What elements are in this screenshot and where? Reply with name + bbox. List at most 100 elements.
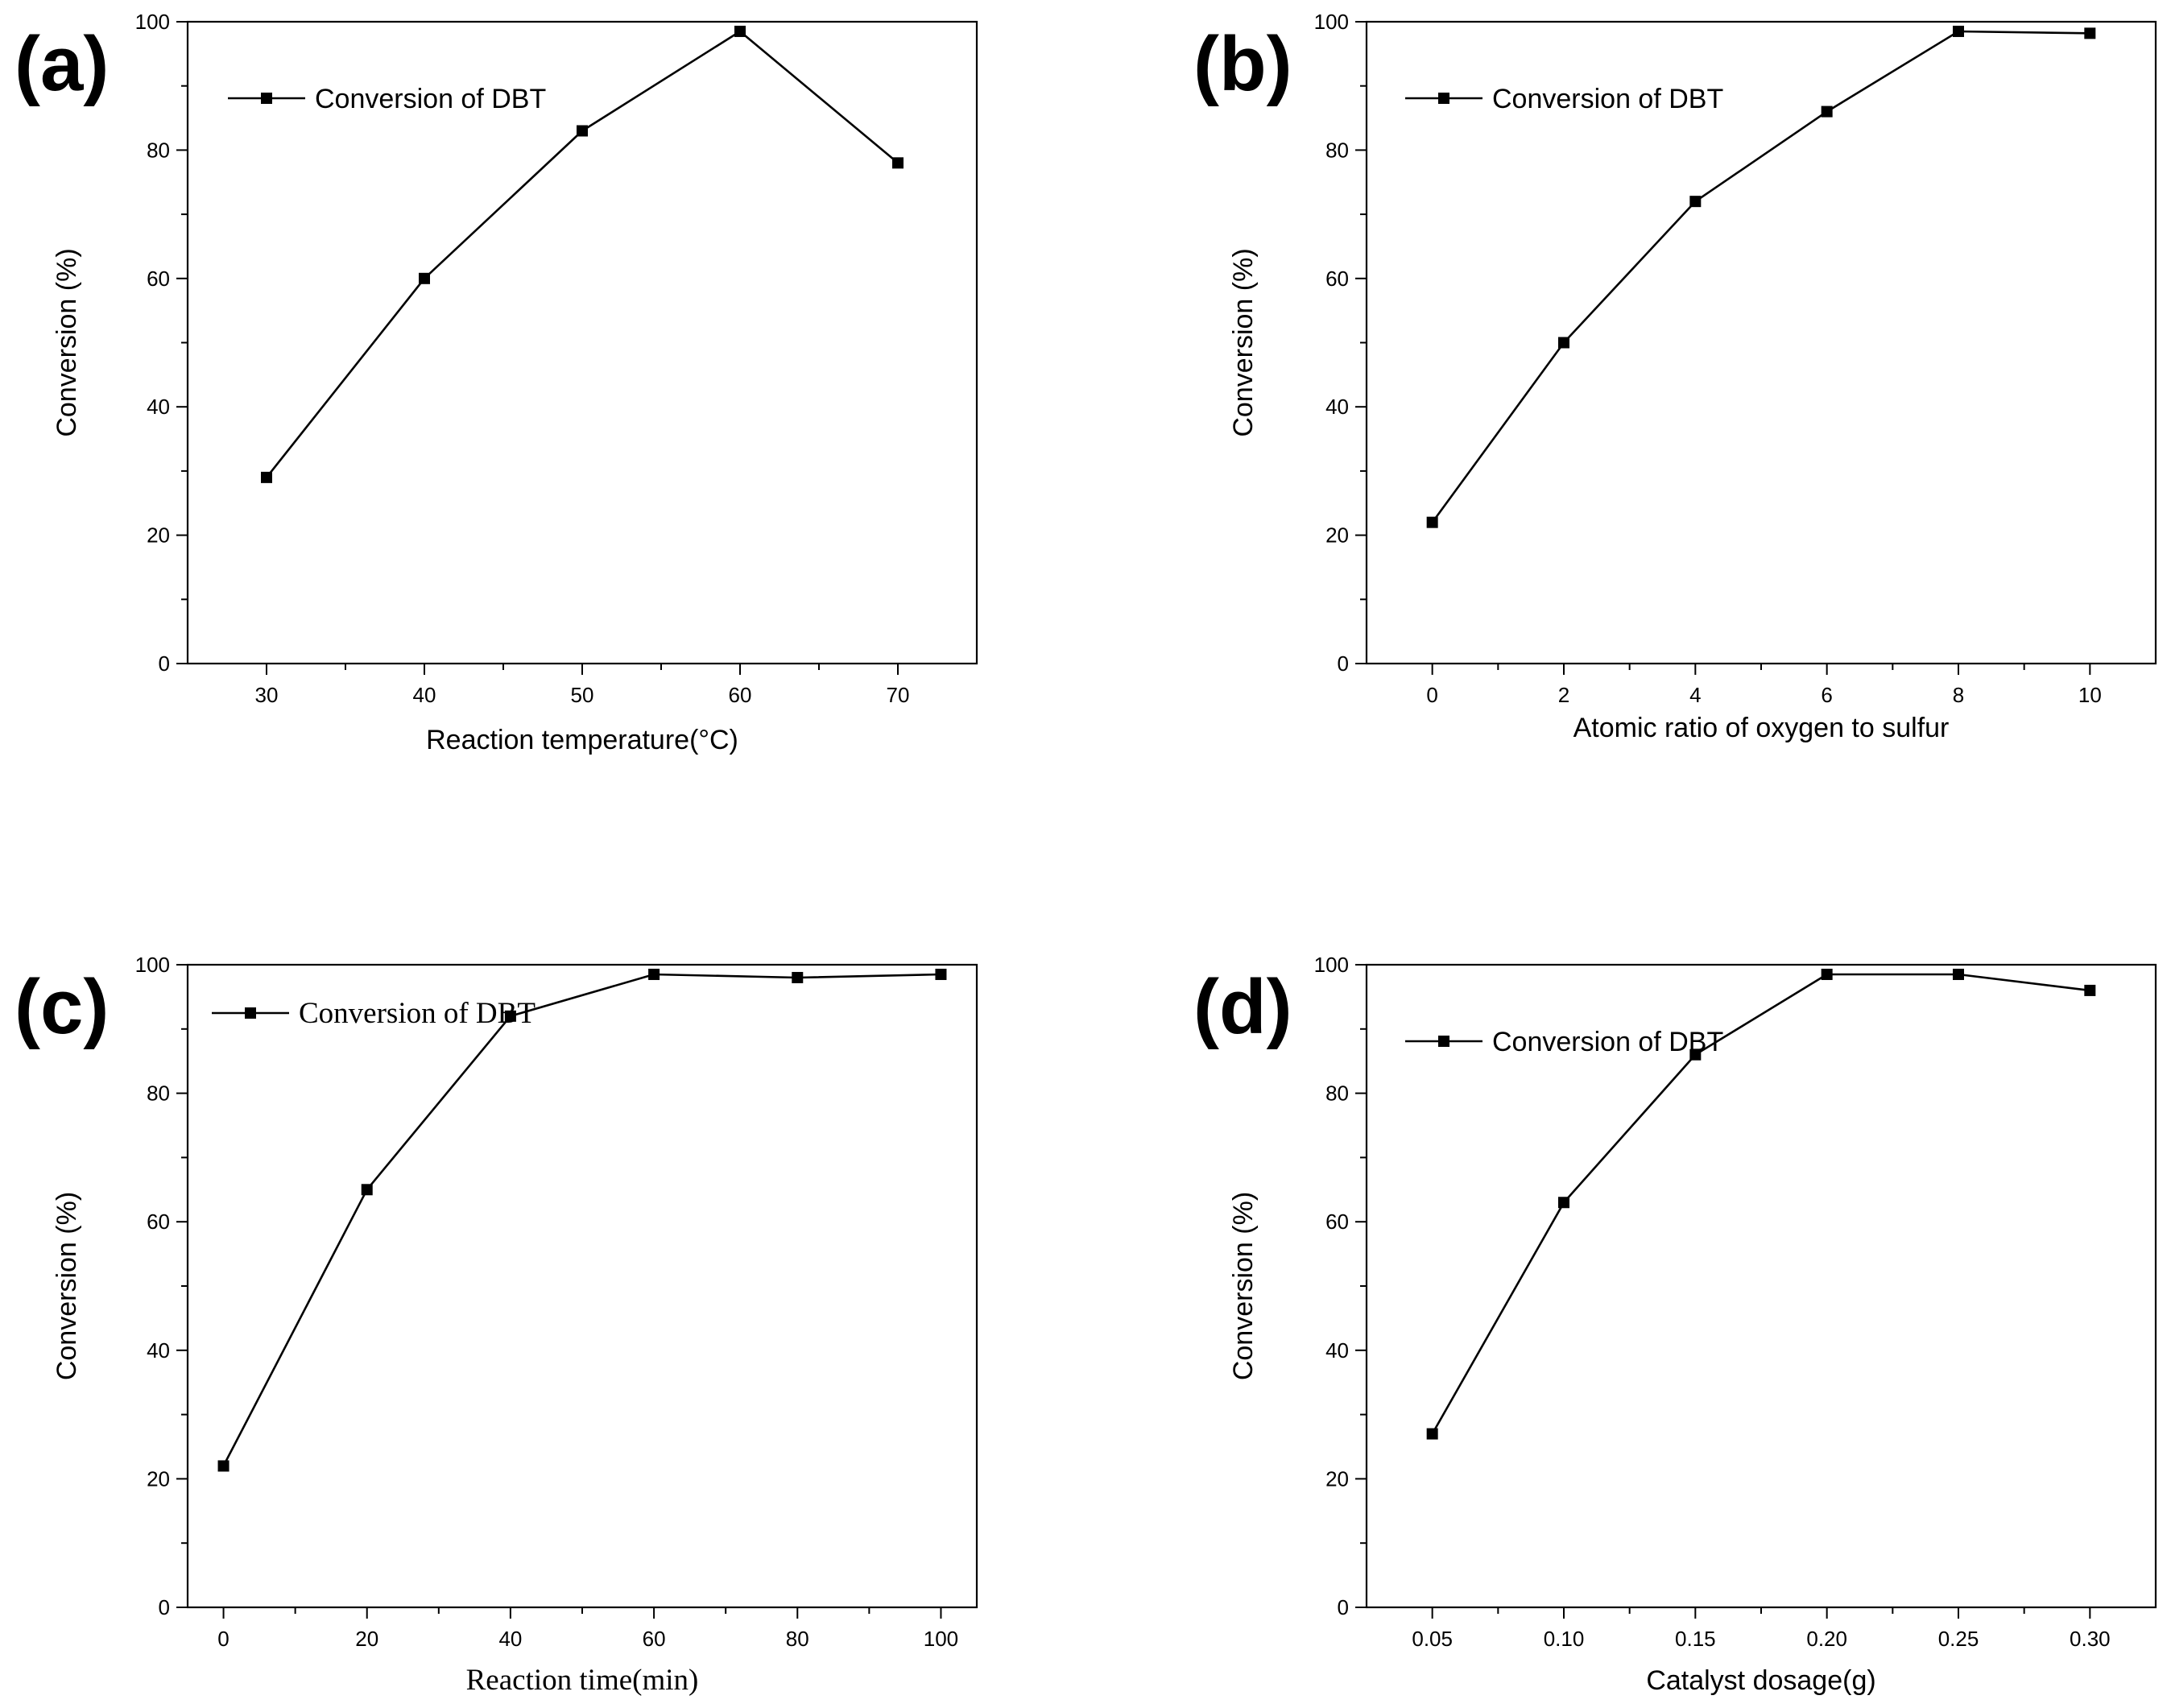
chart-panel-d: (d) 0.05 0.10 0.15 0.20 0.25 0.30 0 20 40 60 80 100 C… [1193, 953, 2157, 1696]
x-axis-title: Reaction temperature(°C) [426, 725, 738, 755]
x-tick-label: 50 [571, 683, 594, 707]
x-tick-label: 6 [1821, 683, 1832, 707]
chart-panel-c: (c) 0 20 40 60 80 100 0 20 40 60 80 100 Reaction time… [14, 953, 978, 1697]
x-axis-title: Catalyst dosage(g) [1646, 1665, 1875, 1696]
data-point [734, 25, 746, 37]
x-tick-label: 0.10 [1544, 1627, 1585, 1651]
x-tick-label: 0.15 [1675, 1627, 1716, 1651]
plot-frame [186, 963, 978, 1609]
legend-label: Conversion of DBT [1492, 84, 1723, 114]
y-tick-label: 20 [147, 1466, 170, 1491]
panel-label: (c) [14, 964, 109, 1050]
data-point [648, 968, 660, 980]
chart-panel-a: (a) 30 40 50 60 70 0 20 40 60 80 100 Reaction temper… [14, 10, 978, 755]
legend-label: Conversion of DBT [1492, 1027, 1723, 1057]
legend-marker-icon [261, 93, 272, 104]
y-tick-label: 0 [159, 651, 170, 676]
y-tick-label: 20 [1325, 1466, 1349, 1491]
y-tick-label: 100 [135, 953, 170, 977]
x-tick-label: 0.25 [1938, 1627, 1979, 1651]
x-tick-label: 2 [1558, 683, 1569, 707]
plot-frame [186, 20, 978, 665]
y-tick-label: 80 [147, 138, 170, 162]
data-point [1426, 1428, 1438, 1440]
data-point [217, 1460, 230, 1472]
x-tick-label: 30 [255, 683, 279, 707]
data-point [1426, 516, 1438, 528]
x-tick-label: 0 [1426, 683, 1437, 707]
data-point [1953, 25, 1964, 37]
legend-marker-icon [245, 1007, 256, 1019]
x-axis-title: Atomic ratio of oxygen to sulfur [1573, 713, 1950, 743]
data-point [504, 1010, 516, 1022]
legend-marker-icon [1438, 1036, 1449, 1047]
y-tick-label: 80 [1325, 1081, 1349, 1106]
x-tick-label: 60 [643, 1627, 666, 1651]
y-tick-label: 20 [147, 523, 170, 548]
x-tick-label: 0 [217, 1627, 229, 1651]
y-axis-title: Conversion (%) [52, 248, 82, 436]
data-point [935, 968, 947, 980]
data-point [1821, 968, 1833, 980]
y-tick-label: 0 [1338, 1595, 1349, 1619]
data-point [1953, 968, 1964, 980]
panel-label: (b) [1193, 21, 1292, 107]
y-axis-title: Conversion (%) [1228, 248, 1259, 436]
legend-label: Conversion of DBT [299, 997, 536, 1030]
x-axis-title: Reaction time(min) [466, 1664, 699, 1697]
data-point [361, 1184, 373, 1196]
y-tick-label: 0 [1338, 651, 1349, 676]
y-tick-label: 60 [1325, 1210, 1349, 1234]
panel-label: (a) [14, 21, 109, 107]
x-tick-label: 100 [924, 1627, 958, 1651]
x-tick-label: 60 [729, 683, 752, 707]
data-point [1821, 105, 1833, 118]
y-tick-label: 40 [1325, 395, 1349, 419]
data-point [419, 272, 430, 284]
series-line [1431, 973, 2090, 1435]
y-axis-title: Conversion (%) [52, 1192, 82, 1380]
data-point [1689, 1048, 1702, 1061]
x-tick-label: 40 [413, 683, 436, 707]
legend: Conversion of DBT [1405, 84, 1723, 114]
x-tick-label: 4 [1689, 683, 1701, 707]
panel-label: (d) [1193, 964, 1292, 1050]
plot-frame [1365, 20, 2157, 665]
data-point [1689, 196, 1702, 208]
x-tick-label: 0.30 [2070, 1627, 2111, 1651]
data-point [892, 157, 904, 169]
y-tick-label: 80 [1325, 138, 1349, 162]
x-tick-label: 0.20 [1806, 1627, 1847, 1651]
y-tick-label: 100 [1314, 10, 1349, 34]
data-point [2084, 27, 2096, 39]
series-line [222, 973, 941, 1466]
data-point [1558, 337, 1569, 349]
data-point [261, 471, 272, 483]
data-point [577, 125, 588, 137]
data-point [792, 971, 804, 983]
y-tick-label: 100 [135, 10, 170, 34]
y-tick-label: 40 [147, 395, 170, 419]
y-tick-label: 60 [147, 1210, 170, 1234]
plot-frame [1365, 963, 2157, 1609]
y-tick-label: 60 [147, 267, 170, 291]
x-tick-label: 70 [887, 683, 910, 707]
y-tick-label: 0 [159, 1595, 170, 1619]
legend: Conversion of DBT [1405, 1027, 1723, 1057]
x-tick-label: 80 [786, 1627, 809, 1651]
legend: Conversion of DBT [228, 84, 546, 114]
y-tick-label: 40 [1325, 1338, 1349, 1363]
x-tick-label: 40 [498, 1627, 522, 1651]
legend-label: Conversion of DBT [315, 84, 546, 114]
data-point [2084, 984, 2096, 996]
y-tick-label: 20 [1325, 523, 1349, 548]
y-tick-label: 100 [1314, 953, 1349, 977]
x-tick-label: 0.05 [1412, 1627, 1453, 1651]
x-tick-label: 8 [1953, 683, 1964, 707]
series-line [1431, 30, 2090, 523]
y-tick-label: 40 [147, 1338, 170, 1363]
x-tick-label: 20 [355, 1627, 378, 1651]
y-tick-label: 80 [147, 1081, 170, 1106]
